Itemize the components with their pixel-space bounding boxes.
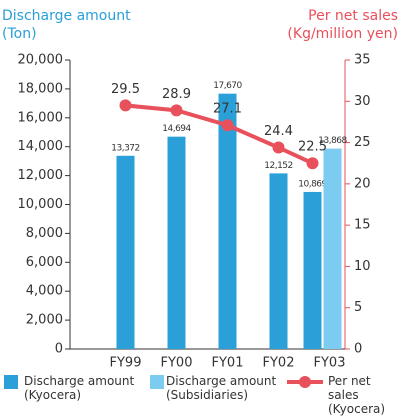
line-marker xyxy=(170,104,183,117)
y-tick-label: 6,000 xyxy=(26,255,63,270)
bar-value-label: 13,868 xyxy=(318,136,347,146)
bar xyxy=(303,191,322,349)
chart: Discharge amount (Ton) Per net sales (Kg… xyxy=(2,8,398,389)
legend-label: Per net sales (Kyocera) xyxy=(328,374,386,416)
x-tick-label: FY00 xyxy=(161,356,193,371)
line-marker xyxy=(221,119,234,132)
y-tick-label: 20,000 xyxy=(18,53,64,68)
y2-axis-title: (Kg/million yen) xyxy=(287,26,398,42)
bar xyxy=(116,155,135,349)
legend-label: Discharge amount (Subsidiaries) xyxy=(166,374,277,402)
line-value-label: 28.9 xyxy=(162,87,191,102)
bar xyxy=(167,136,186,349)
line-marker xyxy=(306,157,319,170)
y-tick-label: 8,000 xyxy=(26,226,63,241)
bar-value-label: 17,670 xyxy=(213,81,242,91)
x-tick-label: FY01 xyxy=(212,356,244,371)
legend-swatch xyxy=(4,375,18,389)
y2-tick-label: 10 xyxy=(354,259,371,274)
y-tick-label: 2,000 xyxy=(26,313,63,328)
y2-tick-label: 0 xyxy=(354,342,362,357)
y2-tick-label: 15 xyxy=(354,218,371,233)
line-value-label: 24.4 xyxy=(264,124,293,139)
y-tick-label: 18,000 xyxy=(18,81,64,96)
line-value-label: 22.5 xyxy=(298,140,327,155)
y-axis-title: (Ton) xyxy=(2,26,37,42)
bar-value-label: 14,694 xyxy=(162,124,191,134)
y2-tick-label: 5 xyxy=(354,300,362,315)
line-value-label: 27.1 xyxy=(213,102,242,117)
y2-tick-label: 30 xyxy=(354,94,371,109)
bar-value-label: 12,152 xyxy=(264,161,293,171)
line-marker xyxy=(119,99,132,112)
legend-label: Discharge amount (Kyocera) xyxy=(24,374,135,402)
y2-tick-label: 35 xyxy=(354,53,371,68)
line-marker xyxy=(272,141,285,154)
y2-axis-title: Per net sales xyxy=(308,8,398,24)
y-axis-title: Discharge amount xyxy=(2,8,131,24)
x-tick-label: FY03 xyxy=(314,356,346,371)
line-value-label: 29.5 xyxy=(111,82,140,97)
y-tick-label: 10,000 xyxy=(18,197,64,212)
x-tick-label: FY02 xyxy=(263,356,295,371)
legend-swatch xyxy=(150,375,164,389)
y-tick-label: 0 xyxy=(55,342,63,357)
page: Discharge amount (Ton) Per net sales (Kg… xyxy=(2,8,398,416)
bar xyxy=(269,173,288,349)
bar-value-label: 13,372 xyxy=(111,143,140,153)
y-tick-label: 12,000 xyxy=(18,168,64,183)
y2-tick-label: 20 xyxy=(354,176,371,191)
bar xyxy=(323,148,342,349)
legend-marker xyxy=(299,376,311,388)
y-tick-label: 16,000 xyxy=(18,110,64,125)
x-tick-label: FY99 xyxy=(110,356,142,371)
bar-value-label: 10,869 xyxy=(298,179,327,189)
y2-tick-label: 25 xyxy=(354,135,371,150)
y-tick-label: 4,000 xyxy=(26,284,63,299)
bar xyxy=(218,93,237,349)
y-tick-label: 14,000 xyxy=(18,139,64,154)
